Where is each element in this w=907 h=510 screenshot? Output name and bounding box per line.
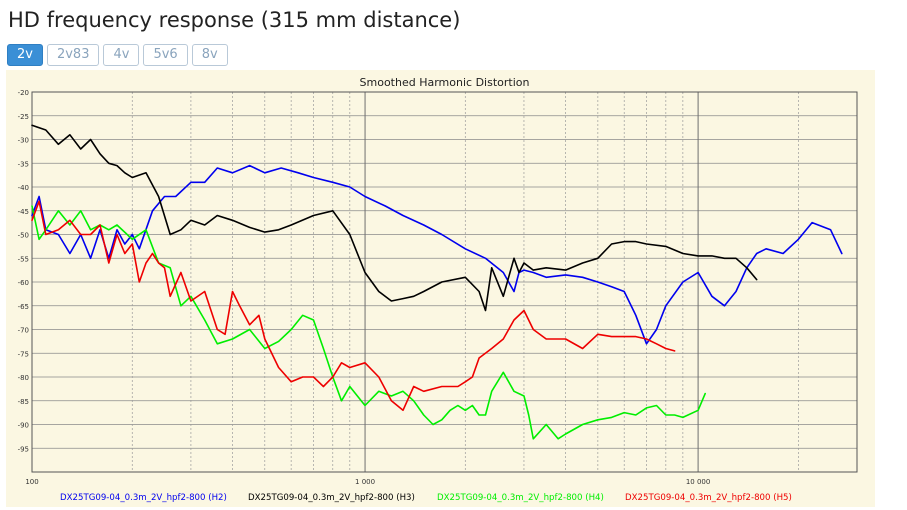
y-tick-label: -45 bbox=[18, 208, 29, 216]
y-tick-label: -65 bbox=[18, 303, 29, 311]
y-tick-label: -50 bbox=[18, 232, 29, 240]
y-tick-label: -75 bbox=[18, 350, 29, 358]
chart-panel: HiFiCompass.com -20-25-30-35-40-45-50-55… bbox=[6, 70, 875, 507]
y-tick-label: -20 bbox=[18, 89, 29, 97]
legend-entry-h4: DX25TG09-04_0.3m_2V_hpf2-800 (H4) bbox=[437, 493, 604, 503]
tab-5v6[interactable]: 5v6 bbox=[143, 44, 188, 66]
series-line-h3 bbox=[31, 124, 758, 312]
legend-entry-h2: DX25TG09-04_0.3m_2V_hpf2-800 (H2) bbox=[60, 493, 227, 503]
harmonic-distortion-chart: -20 -25 -30 -35 -40 -45 -50 -55 -60 -65 -70 -75 -80 -… bbox=[18, 76, 858, 503]
y-tick-label: -80 bbox=[18, 374, 29, 382]
y-tick-label: -95 bbox=[18, 445, 29, 453]
tab-8v[interactable]: 8v bbox=[191, 44, 228, 66]
page-title: HD frequency response (315 mm distance) bbox=[8, 8, 461, 32]
chart-title: Smoothed Harmonic Distortion bbox=[360, 76, 530, 89]
legend-entry-h5: DX25TG09-04_0.3m_2V_hpf2-800 (H5) bbox=[625, 493, 792, 503]
y-tick-label: -70 bbox=[18, 327, 29, 335]
series-line-h4 bbox=[31, 205, 707, 440]
plot-frame bbox=[31, 91, 858, 473]
series-line-h2 bbox=[31, 164, 843, 345]
x-tick-label: 1 000 bbox=[355, 478, 375, 486]
tab-4v[interactable]: 4v bbox=[103, 44, 140, 66]
y-tick-label: -35 bbox=[18, 160, 29, 168]
tab-2v83[interactable]: 2v83 bbox=[46, 44, 100, 66]
legend-entry-h3: DX25TG09-04_0.3m_2V_hpf2-800 (H3) bbox=[248, 493, 415, 503]
tab-2v[interactable]: 2v bbox=[7, 44, 43, 66]
voltage-tabs: 2v 2v83 4v 5v6 8v bbox=[7, 44, 228, 66]
y-tick-label: -25 bbox=[18, 113, 29, 121]
y-tick-label: -55 bbox=[18, 255, 29, 263]
series-line-h5 bbox=[31, 200, 676, 412]
x-tick-label: 100 bbox=[25, 478, 38, 486]
y-tick-label: -85 bbox=[18, 398, 29, 406]
y-tick-label: -90 bbox=[18, 422, 29, 430]
x-tick-label: 10 000 bbox=[686, 478, 711, 486]
y-tick-label: -30 bbox=[18, 137, 29, 145]
y-tick-label: -40 bbox=[18, 184, 29, 192]
y-tick-label: -60 bbox=[18, 279, 29, 287]
